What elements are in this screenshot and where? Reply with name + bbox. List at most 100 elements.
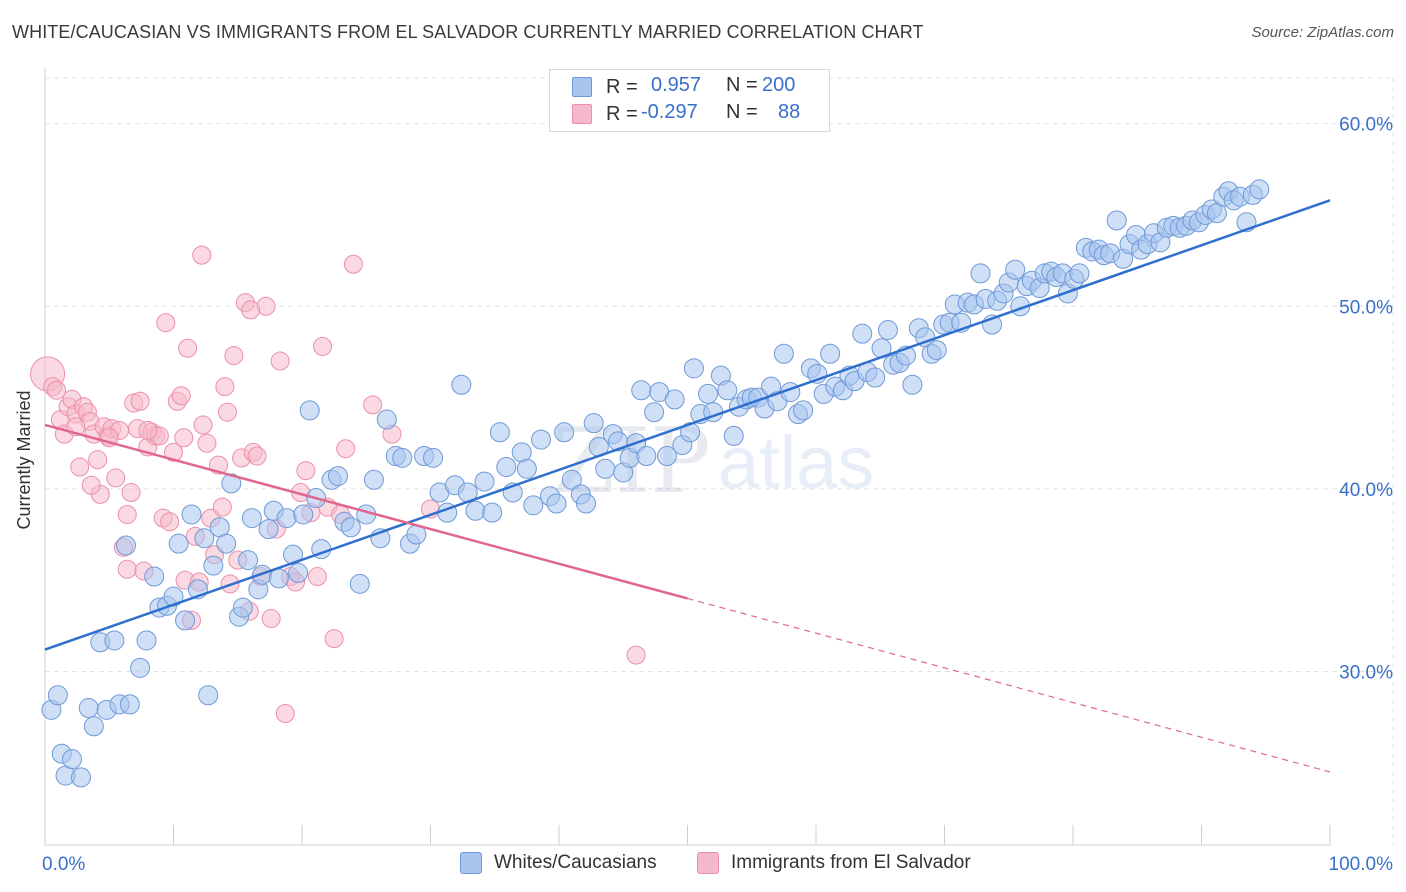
point-whites: [465, 500, 486, 521]
point-whites: [656, 446, 677, 467]
point-immigrants: [121, 483, 141, 503]
point-whites: [363, 469, 384, 490]
point-whites: [216, 533, 237, 554]
y-tick-label: 50.0%: [1339, 297, 1393, 318]
point-immigrants: [138, 420, 158, 440]
point-whites: [258, 519, 279, 540]
trend-line-immigrants-extrapolated: [687, 597, 1331, 773]
point-immigrants: [261, 609, 281, 629]
point-immigrants: [130, 391, 150, 411]
r-label: R =: [606, 102, 638, 125]
y-tick-label: 30.0%: [1339, 663, 1393, 684]
bottom-legend-label-whites: Whites/Caucasians: [494, 852, 657, 873]
bottom-legend-swatch-blue: [460, 852, 482, 874]
point-whites: [496, 456, 517, 477]
point-whites: [1069, 263, 1090, 284]
point-whites: [119, 694, 140, 715]
point-whites: [531, 429, 552, 450]
point-whites: [221, 473, 242, 494]
point-whites: [104, 630, 125, 651]
point-whites: [61, 749, 82, 770]
axes: 30.0% 40.0% 50.0% 60.0% 0.0% 100.0%: [42, 68, 1393, 875]
point-whites: [241, 508, 262, 529]
point-immigrants: [192, 245, 212, 265]
n-value-whites: 200: [762, 74, 796, 96]
point-whites: [376, 409, 397, 430]
point-whites: [575, 493, 596, 514]
point-whites: [546, 493, 567, 514]
point-whites: [523, 495, 544, 516]
point-whites: [474, 471, 495, 492]
r-label: R =: [606, 75, 638, 98]
point-immigrants: [106, 468, 126, 488]
point-immigrants: [212, 497, 232, 517]
watermark-atlas: atlas: [718, 421, 874, 504]
point-whites: [1005, 259, 1026, 280]
point-immigrants: [197, 433, 217, 453]
point-whites: [773, 343, 794, 364]
point-immigrants: [270, 351, 290, 371]
point-whites: [723, 425, 744, 446]
trend-line-whites: [44, 199, 1331, 651]
point-whites: [482, 502, 503, 523]
point-immigrants: [164, 442, 183, 462]
point-immigrants: [626, 645, 646, 665]
x-tick-label-max: 100.0%: [1329, 854, 1394, 875]
point-whites: [299, 400, 320, 421]
point-whites: [717, 380, 738, 401]
point-immigrants: [241, 300, 261, 320]
point-immigrants: [217, 402, 237, 422]
point-immigrants: [363, 395, 383, 415]
point-whites: [644, 402, 665, 423]
point-whites: [70, 767, 91, 788]
point-immigrants: [193, 415, 213, 435]
point-immigrants: [47, 380, 67, 400]
point-whites: [194, 528, 215, 549]
point-whites: [683, 358, 704, 379]
point-immigrants: [307, 567, 327, 587]
point-immigrants: [324, 629, 344, 649]
point-immigrants: [275, 704, 295, 724]
series-immigrants-points: [30, 245, 646, 724]
point-immigrants: [171, 386, 191, 406]
source-label: Source: ZipAtlas.com: [1251, 24, 1394, 41]
point-whites: [698, 383, 719, 404]
point-immigrants: [81, 475, 101, 495]
trend-lines: [44, 199, 1331, 773]
bottom-legend-immigrants: Immigrants from El Salvador: [697, 852, 971, 874]
point-immigrants: [296, 461, 316, 481]
point-whites: [238, 550, 259, 571]
point-whites: [268, 568, 289, 589]
n-label: N =: [726, 101, 758, 123]
point-whites: [392, 447, 413, 468]
point-whites: [340, 517, 361, 538]
point-whites: [423, 447, 444, 468]
point-whites: [926, 340, 947, 361]
point-immigrants: [178, 338, 198, 358]
point-immigrants: [247, 446, 267, 466]
point-whites: [970, 263, 991, 284]
point-whites: [203, 555, 224, 576]
point-whites: [554, 422, 575, 443]
point-whites: [636, 446, 657, 467]
point-immigrants: [156, 313, 176, 333]
point-whites: [451, 374, 472, 395]
point-whites: [852, 323, 873, 344]
point-whites: [664, 389, 685, 410]
point-immigrants: [70, 457, 90, 477]
point-immigrants: [336, 439, 356, 459]
bottom-legend-swatch-pink: [697, 852, 719, 874]
bottom-legend-label-immigrants: Immigrants from El Salvador: [731, 852, 971, 873]
x-tick-label-min: 0.0%: [42, 854, 85, 875]
point-whites: [561, 469, 582, 490]
point-whites: [865, 367, 886, 388]
trend-line-immigrants: [44, 423, 688, 600]
point-immigrants: [117, 504, 137, 524]
point-whites: [163, 586, 184, 607]
legend-swatch-blue: [572, 77, 592, 97]
point-whites: [47, 685, 68, 706]
point-whites: [1106, 210, 1127, 231]
point-immigrants: [160, 512, 180, 532]
point-immigrants: [215, 377, 235, 397]
